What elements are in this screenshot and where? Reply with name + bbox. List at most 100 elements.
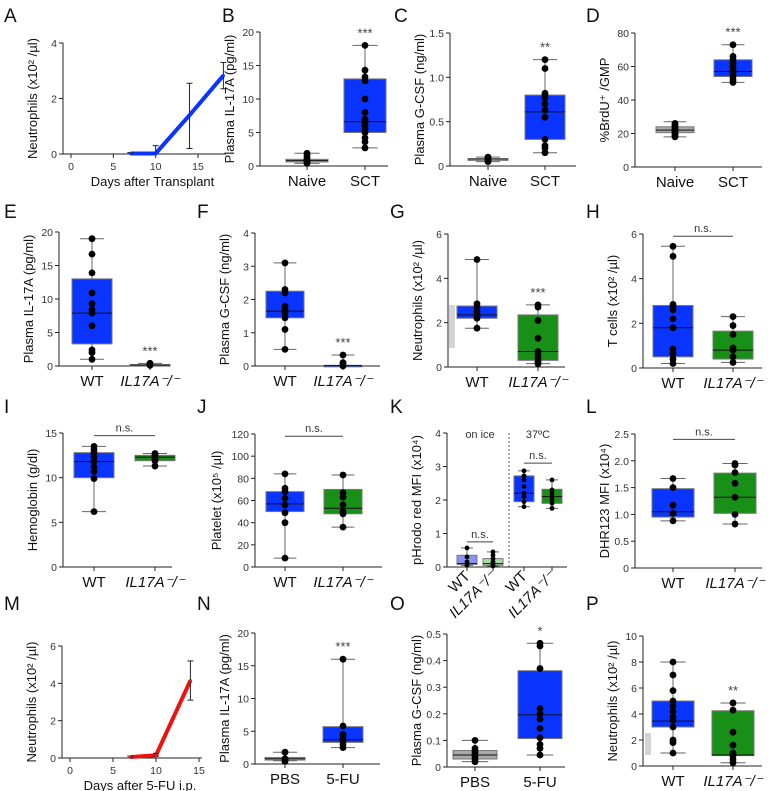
data-point <box>729 741 737 749</box>
data-point <box>549 500 555 506</box>
y-tick-label: 5 <box>47 328 53 340</box>
data-point <box>490 549 496 555</box>
y-tick-label: 6 <box>50 641 56 653</box>
y-tick-label: 0.5 <box>426 629 441 641</box>
data-point <box>281 554 289 562</box>
y-tick-label: 0.5 <box>614 536 629 548</box>
group-0: WT <box>265 259 305 390</box>
group-0: Naive <box>655 120 695 191</box>
gray-marker <box>645 733 651 755</box>
significance-label: n.s. <box>471 529 489 541</box>
data-point <box>536 734 544 742</box>
y-tick-label: 0.2 <box>426 709 441 721</box>
y-tick-label: 40 <box>617 95 629 107</box>
data-point <box>731 493 739 501</box>
data-point <box>541 113 549 121</box>
y-tick-label: 5 <box>51 517 57 529</box>
x-axis-label: Days after 5-FU i.p. <box>84 778 197 791</box>
data-point <box>88 289 96 297</box>
panel-i: I 0 5 10 15 Hemoglobin (g/dl) WT IL17A⁻/⁻ n.s. <box>4 397 186 591</box>
significance-label: n.s. <box>694 223 712 235</box>
data-point <box>90 508 98 516</box>
group-label: WT <box>661 575 684 592</box>
y-axis-label: %BrdU⁺ /GMP <box>597 58 612 143</box>
y-tick-label: 20 <box>617 129 629 141</box>
panel-n: N 0 5 10 15 20 Plasma IL-17A (pg/ml) PBS *** 5-FU <box>197 594 380 788</box>
data-point <box>88 250 96 258</box>
group-1: *** IL17A⁻/⁻ <box>120 343 180 390</box>
box <box>713 472 757 514</box>
y-tick-label: 80 <box>617 28 629 40</box>
data-point <box>521 494 527 500</box>
data-point <box>303 149 311 157</box>
y-axis-label: Platelet (x10⁵ /µl) <box>209 451 224 551</box>
data-point <box>490 552 496 558</box>
data-point <box>669 671 677 679</box>
y-tick-label: 4 <box>243 228 249 240</box>
y-tick-label: 4 <box>51 38 57 50</box>
panel-letter: G <box>390 202 405 223</box>
data-point <box>281 302 289 310</box>
data-point <box>361 134 369 142</box>
data-point <box>669 723 677 731</box>
data-point <box>731 479 739 487</box>
data-point <box>281 501 289 509</box>
y-tick-label: 40 <box>237 518 249 530</box>
data-point <box>536 725 544 732</box>
series-line <box>130 679 193 760</box>
data-point <box>729 331 737 338</box>
data-point <box>536 665 544 672</box>
data-point <box>221 73 225 77</box>
data-point <box>541 65 549 72</box>
significance-label: *** <box>357 25 372 40</box>
y-tick-label: 2 <box>435 495 441 507</box>
significance-label: *** <box>142 343 157 358</box>
data-point <box>128 151 132 155</box>
group-label: WT <box>273 574 296 591</box>
data-point <box>521 468 527 474</box>
data-point <box>669 509 677 517</box>
data-point <box>339 471 347 479</box>
group-label: PBS <box>270 771 300 788</box>
y-tick-label: 100 <box>231 451 249 463</box>
significance-label: n.s. <box>305 423 323 435</box>
y-tick-label: 2.5 <box>614 429 629 441</box>
y-tick-label: 5 <box>248 128 254 140</box>
data-point <box>669 702 677 710</box>
data-point <box>541 136 549 143</box>
panel-letter: E <box>4 202 17 223</box>
y-tick-label: 10 <box>242 94 254 106</box>
y-tick-label: 0 <box>47 361 53 373</box>
data-point <box>669 517 677 525</box>
data-point <box>339 508 347 515</box>
y-tick-label: 6 <box>631 229 637 241</box>
y-tick-label: 15 <box>45 428 57 440</box>
data-point <box>339 489 347 497</box>
data-point <box>669 708 677 715</box>
data-point <box>151 462 159 470</box>
data-point <box>151 450 159 457</box>
x-tick-label: 0 <box>68 161 74 173</box>
data-point <box>281 519 289 527</box>
significance-label: n.s. <box>695 426 713 438</box>
data-point <box>281 755 289 763</box>
data-point <box>473 256 481 263</box>
group-0: WT <box>265 470 305 591</box>
data-point <box>731 511 739 518</box>
data-point <box>88 322 96 330</box>
data-point <box>484 153 492 161</box>
y-tick-label: 0.4 <box>426 656 441 668</box>
y-tick-label: 2 <box>243 295 249 307</box>
y-tick-label: 20 <box>237 540 249 552</box>
data-point <box>534 348 542 355</box>
group-1: *** SCT <box>713 25 753 191</box>
data-point <box>88 306 96 314</box>
data-point <box>669 687 677 694</box>
panel-j: J 0 20 40 60 80 100 120 Platelet (x10⁵ /µl) WT IL1… <box>197 397 382 591</box>
data-point <box>90 475 98 482</box>
group-1: IL17A⁻/⁻ <box>703 313 764 392</box>
data-point <box>536 740 544 748</box>
data-point <box>361 144 369 152</box>
y-axis-label: Neutrophils (x10² /µl) <box>605 641 620 762</box>
